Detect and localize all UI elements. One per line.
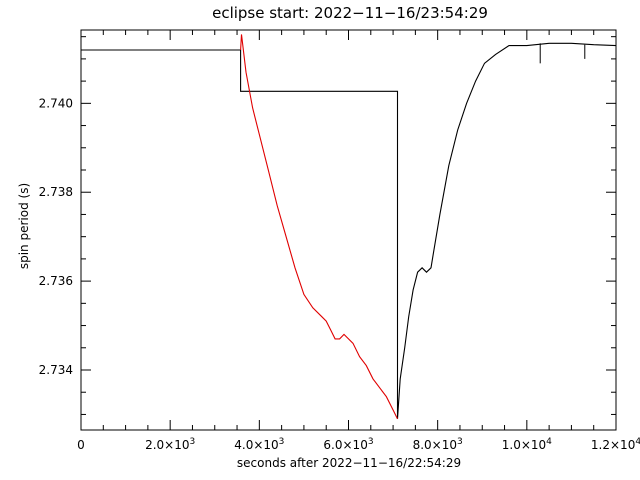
x-tick-label: 4.0×103: [234, 437, 284, 452]
y-axis-tick-labels: 2.734 2.736 2.738 2.740: [39, 96, 73, 377]
x-axis-tick-labels: 0 2.0×103 4.0×103 6.0×103 8.0×103 1.0×104 1.2×…: [77, 437, 640, 452]
x-axis-label: seconds after 2022−11−16/22:54:29: [237, 456, 461, 470]
plot-frame: [80, 29, 617, 431]
y-axis-label: spin period (s): [17, 183, 31, 269]
plot-area: [81, 34, 617, 420]
x-tick-label: 2.0×103: [145, 437, 195, 452]
x-tick-label: 1.2×104: [591, 437, 640, 452]
y-tick-label: 2.738: [39, 185, 73, 199]
y-tick-label: 2.736: [39, 274, 73, 288]
x-tick-label: 8.0×103: [413, 437, 463, 452]
x-tick-label: 6.0×103: [323, 437, 373, 452]
x-tick-label: 1.0×104: [502, 437, 552, 452]
x-axis-ticks: [80, 30, 617, 430]
y-axis-ticks: [81, 36, 616, 415]
y-tick-label: 2.734: [39, 363, 73, 377]
series-line-0: [81, 42, 617, 419]
x-tick-label: 0: [77, 438, 85, 452]
y-tick-label: 2.740: [39, 96, 73, 110]
chart-title: eclipse start: 2022−11−16/23:54:29: [212, 4, 488, 22]
series-line-1: [240, 34, 398, 420]
